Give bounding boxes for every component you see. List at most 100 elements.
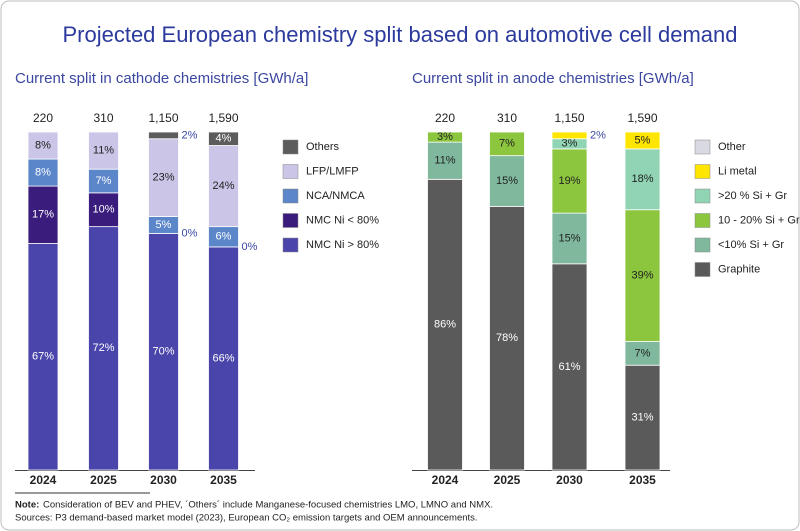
legend-label: LFP/LMFP <box>306 165 359 177</box>
value-label: 61% <box>558 361 580 373</box>
value-label: 19% <box>558 175 580 187</box>
legend-swatch <box>694 262 711 277</box>
value-label: 5% <box>156 219 172 231</box>
note: Consideration of BEV and PHEV, ´Others´ … <box>43 500 493 511</box>
legend-swatch <box>282 188 299 204</box>
legend-label: NCA/NMCA <box>306 190 365 202</box>
total-label: 220 <box>33 111 53 125</box>
legend-label: Li metal <box>718 165 757 177</box>
value-label: 31% <box>631 412 653 424</box>
chart-title: Current split in cathode chemistries [GW… <box>15 70 308 87</box>
bar-segment <box>208 131 239 146</box>
bar-segment <box>551 131 588 140</box>
value-label: 4% <box>216 133 232 145</box>
value-label: 0% <box>182 227 198 239</box>
value-label: 7% <box>96 175 112 187</box>
x-tick-label: 2025 <box>494 473 521 487</box>
legend-label: <10% Si + Gr <box>718 239 784 251</box>
legend-label: >20 % Si + Gr <box>718 190 787 202</box>
bar-segment <box>624 364 661 471</box>
legend-swatch <box>694 188 711 204</box>
bar-segment <box>427 131 463 143</box>
value-label: 70% <box>152 346 174 358</box>
legend-swatch <box>694 164 711 179</box>
legend-swatch <box>282 164 299 179</box>
legend-swatch <box>694 237 711 253</box>
x-tick-label: 2030 <box>556 473 583 487</box>
legend-label: NMC Ni < 80% <box>306 214 379 226</box>
bar-segment <box>148 131 179 140</box>
x-tick-label: 2030 <box>150 473 177 487</box>
value-label: 24% <box>212 180 234 192</box>
bar-segment <box>624 148 661 211</box>
total-label: 310 <box>93 111 113 125</box>
legend-label: NMC Ni > 80% <box>306 239 379 251</box>
value-label: 3% <box>562 138 578 150</box>
note-label: Note: <box>15 500 39 511</box>
bar-segment <box>88 131 119 170</box>
total-label: 310 <box>497 111 517 125</box>
x-tick-label: 2024 <box>30 473 57 487</box>
total-label: 220 <box>435 111 455 125</box>
total-label: 1,150 <box>554 111 584 125</box>
value-label: 10% <box>92 204 114 216</box>
bar-segment <box>489 205 525 471</box>
value-label: 18% <box>631 173 653 185</box>
legend-label: Other <box>718 141 746 153</box>
value-label: 0% <box>242 241 258 253</box>
value-label: 67% <box>32 351 54 363</box>
value-label: 5% <box>635 134 651 146</box>
value-label: 78% <box>496 332 518 344</box>
legend-swatch <box>694 213 711 228</box>
bar-segment <box>27 185 59 244</box>
x-tick-label: 2035 <box>629 473 656 487</box>
value-label: 86% <box>434 319 456 331</box>
value-label: 17% <box>32 209 54 221</box>
bar-segment <box>208 246 239 471</box>
bar-segment <box>427 141 463 180</box>
value-label: 66% <box>212 352 234 364</box>
value-label: 39% <box>631 270 653 282</box>
bar-segment <box>551 148 588 214</box>
bar-segment <box>27 131 59 160</box>
legend-label: Others <box>306 141 340 153</box>
value-label: 7% <box>499 138 515 150</box>
legend-label: 10 - 20% Si + Gr <box>718 214 800 226</box>
value-label: 7% <box>635 347 651 359</box>
total-label: 1,590 <box>208 111 238 125</box>
value-label: 2% <box>590 129 606 141</box>
x-tick-label: 2025 <box>90 473 117 487</box>
value-label: 15% <box>496 175 518 187</box>
bar-segment <box>148 138 179 217</box>
value-label: 8% <box>35 166 51 178</box>
sources: Sources: P3 demand-based market model (2… <box>15 513 478 524</box>
x-tick-label: 2024 <box>432 473 459 487</box>
page-title: Projected European chemistry split based… <box>62 22 737 47</box>
x-tick-label: 2035 <box>210 473 237 487</box>
total-label: 1,590 <box>627 111 657 125</box>
bar-segment <box>27 243 59 471</box>
bar-segment <box>489 131 525 157</box>
bar-segment <box>208 145 239 228</box>
value-label: 6% <box>216 231 232 243</box>
legend-swatch <box>694 139 711 155</box>
legend-label: Graphite <box>718 263 760 275</box>
bar-segment <box>624 131 661 150</box>
value-label: 11% <box>93 144 114 156</box>
value-label: 72% <box>92 342 114 354</box>
bar-segment <box>148 232 179 471</box>
value-label: 3% <box>437 131 453 143</box>
bar-segment <box>551 212 588 265</box>
legend-swatch <box>282 139 299 155</box>
value-label: 23% <box>152 172 174 184</box>
total-label: 1,150 <box>148 111 178 125</box>
value-label: 11% <box>434 155 455 167</box>
chart-title: Current split in anode chemistries [GWh/… <box>412 70 694 87</box>
legend-swatch <box>282 237 299 253</box>
legend-swatch <box>282 213 299 228</box>
bar-segment <box>427 178 463 471</box>
bar-segment <box>551 263 588 471</box>
value-label: 2% <box>182 129 198 141</box>
